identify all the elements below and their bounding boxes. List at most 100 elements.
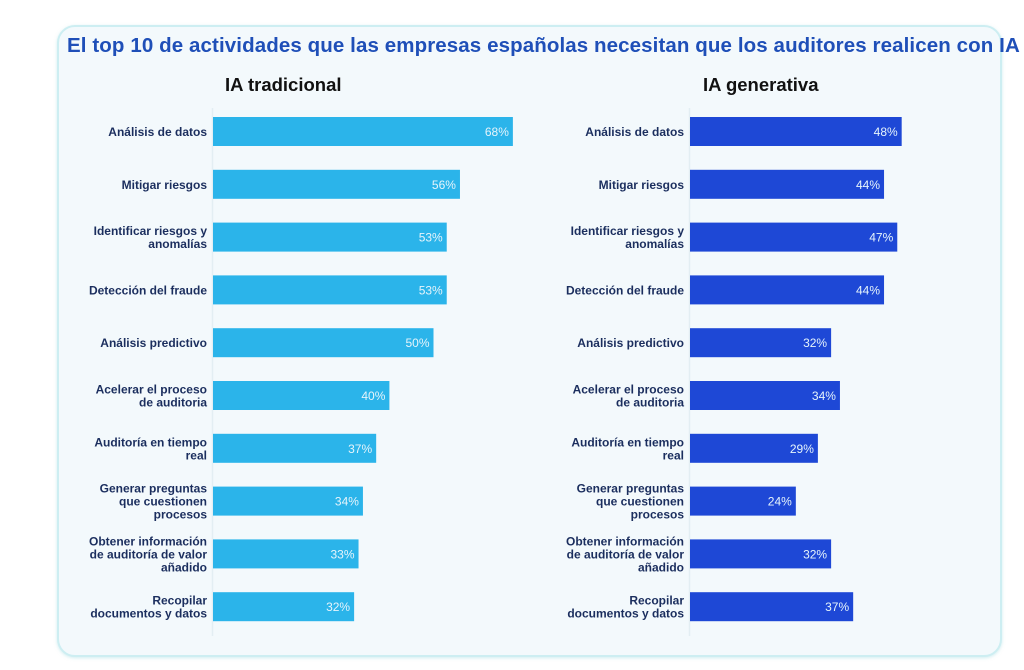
- category-label: Auditoría en tiempo real: [94, 435, 207, 462]
- category-label-line: añadido: [638, 560, 684, 574]
- category-label: Auditoría en tiempo real: [571, 435, 684, 462]
- category-label-line: Recopilar: [152, 594, 207, 608]
- value-label: 48%: [874, 125, 898, 139]
- category-label-line: Generar preguntas: [577, 482, 685, 496]
- category-label-line: documentos y datos: [90, 607, 207, 621]
- bar-ia-generativa-8: [690, 539, 832, 569]
- category-label-line: Identificar riesgos y: [571, 224, 685, 238]
- bar-ia-generativa-2: [690, 222, 898, 252]
- category-label-line: Mitigar riesgos: [599, 178, 685, 192]
- category-label-line: procesos: [631, 508, 685, 522]
- category-label-line: real: [186, 448, 207, 462]
- bar-ia-generativa-7: [690, 486, 796, 516]
- panel-title-ia-tradicional: IA tradicional: [225, 74, 342, 95]
- category-label-line: de auditoría de valor: [567, 547, 685, 561]
- value-label: 56%: [432, 178, 456, 192]
- bar-ia-tradicional-4: [213, 328, 434, 358]
- category-label: Recopilar documentos y datos: [567, 594, 684, 621]
- category-label-line: Acelerar el proceso: [573, 383, 684, 397]
- category-label-line: Mitigar riesgos: [122, 178, 208, 192]
- category-label-line: que cuestionen: [596, 495, 684, 509]
- category-label-line: Análisis predictivo: [100, 336, 207, 350]
- category-label-line: anomalías: [625, 237, 684, 251]
- category-label-line: Acelerar el proceso: [96, 383, 207, 397]
- value-label: 37%: [348, 442, 372, 456]
- category-label: Acelerar el proceso de auditoria: [573, 383, 685, 410]
- category-label: Análisis de datos: [108, 125, 207, 139]
- category-label: Acelerar el proceso de auditoria: [96, 383, 208, 410]
- value-label: 34%: [335, 495, 359, 509]
- value-label: 53%: [419, 283, 443, 297]
- category-label-line: Análisis de datos: [585, 125, 684, 139]
- category-label-line: documentos y datos: [567, 607, 684, 621]
- category-label-line: Recopilar: [629, 594, 684, 608]
- category-label: Identificar riesgos y anomalías: [94, 224, 208, 251]
- category-label: Recopilar documentos y datos: [90, 594, 207, 621]
- panel-title-ia-generativa: IA generativa: [703, 74, 819, 95]
- value-label: 37%: [825, 600, 849, 614]
- category-label-line: de auditoría de valor: [90, 547, 208, 561]
- value-label: 44%: [856, 178, 880, 192]
- category-label: Obtener información de auditoría de valor…: [89, 534, 207, 574]
- category-label-line: anomalías: [148, 237, 207, 251]
- category-label-line: Análisis de datos: [108, 125, 207, 139]
- category-label-line: Detección del fraude: [89, 283, 207, 297]
- bar-ia-generativa-6: [690, 433, 818, 463]
- category-label-line: añadido: [161, 560, 207, 574]
- value-label: 34%: [812, 389, 836, 403]
- category-label: Mitigar riesgos: [122, 178, 208, 192]
- value-label: 50%: [405, 336, 429, 350]
- bar-ia-tradicional-5: [213, 381, 390, 410]
- bar-ia-generativa-1: [690, 169, 885, 199]
- category-label: Análisis de datos: [585, 125, 684, 139]
- category-label: Mitigar riesgos: [599, 178, 685, 192]
- category-label: Análisis predictivo: [577, 336, 684, 350]
- category-label-line: Auditoría en tiempo: [94, 435, 207, 449]
- category-label-line: Detección del fraude: [566, 283, 684, 297]
- value-label: 40%: [361, 389, 385, 403]
- value-label: 29%: [790, 442, 814, 456]
- chart-ia-tradicional: 68% Análisis de datos 56% Mitigar riesgos 53…: [89, 108, 513, 636]
- bar-ia-generativa-3: [690, 275, 885, 305]
- bar-ia-tradicional-3: [213, 275, 447, 305]
- category-label: Análisis predictivo: [100, 336, 207, 350]
- category-label: Detección del fraude: [89, 283, 207, 297]
- category-label-line: de auditoria: [616, 396, 684, 410]
- value-label: 47%: [869, 231, 893, 245]
- category-label-line: Obtener información: [566, 534, 684, 548]
- category-label: Obtener información de auditoría de valor…: [566, 534, 684, 574]
- value-label: 33%: [330, 547, 354, 561]
- bar-ia-tradicional-2: [213, 222, 447, 252]
- category-label: Generar preguntas que cuestionen procesos: [100, 482, 208, 522]
- bar-ia-tradicional-8: [213, 539, 359, 569]
- bar-ia-tradicional-6: [213, 433, 377, 463]
- category-label-line: que cuestionen: [119, 495, 207, 509]
- value-label: 68%: [485, 125, 509, 139]
- chart-ia-generativa: 48% Análisis de datos 44% Mitigar riesgos 47…: [566, 108, 902, 636]
- category-label: Generar preguntas que cuestionen procesos: [577, 482, 685, 522]
- category-label-line: Auditoría en tiempo: [571, 435, 684, 449]
- bar-ia-generativa-4: [690, 328, 832, 358]
- category-label-line: Análisis predictivo: [577, 336, 684, 350]
- category-label-line: real: [663, 448, 684, 462]
- category-label: Identificar riesgos y anomalías: [571, 224, 685, 251]
- category-label: Detección del fraude: [566, 283, 684, 297]
- bar-ia-generativa-0: [690, 117, 902, 146]
- category-label-line: Obtener información: [89, 534, 207, 548]
- bar-ia-tradicional-1: [213, 169, 460, 199]
- value-label: 32%: [326, 600, 350, 614]
- value-label: 32%: [803, 547, 827, 561]
- bar-ia-tradicional-9: [213, 592, 355, 622]
- value-label: 44%: [856, 283, 880, 297]
- bar-ia-generativa-5: [690, 381, 840, 410]
- category-label-line: Generar preguntas: [100, 482, 208, 496]
- value-label: 53%: [419, 231, 443, 245]
- category-label-line: Identificar riesgos y: [94, 224, 208, 238]
- bar-ia-tradicional-7: [213, 486, 363, 516]
- bar-ia-tradicional-0: [213, 117, 513, 146]
- category-label-line: procesos: [154, 508, 208, 522]
- category-label-line: de auditoria: [139, 396, 207, 410]
- value-label: 32%: [803, 336, 827, 350]
- value-label: 24%: [768, 495, 792, 509]
